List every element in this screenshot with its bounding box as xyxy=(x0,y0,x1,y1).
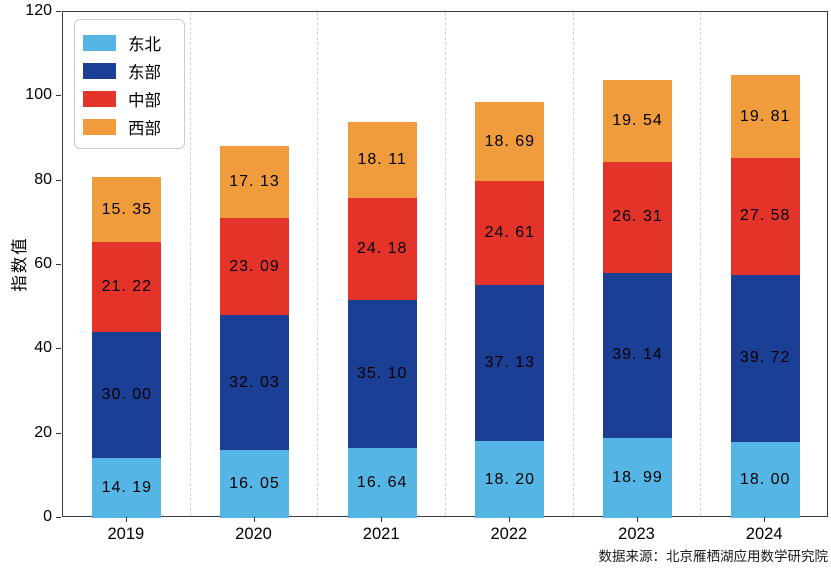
legend-item-northeast: 东北 xyxy=(83,29,184,57)
legend-label: 西部 xyxy=(128,120,161,138)
bar-segment xyxy=(730,74,800,159)
legend-item-east: 东部 xyxy=(83,57,184,85)
bar-value-label: 35. 10 xyxy=(356,364,408,382)
bar-segment xyxy=(603,272,672,438)
y-axis-tick xyxy=(56,517,61,518)
bar-segment xyxy=(603,161,672,273)
bar-value-label: 17. 13 xyxy=(229,172,280,190)
y-tick-label: 100 xyxy=(25,86,52,104)
bar-value-label: 18. 20 xyxy=(484,470,536,488)
bar-value-label: 19. 81 xyxy=(739,107,791,125)
y-tick-label: 0 xyxy=(43,508,52,525)
bar-segment xyxy=(730,158,800,275)
bar-segment xyxy=(220,217,289,316)
bar-segment xyxy=(220,450,289,518)
legend-swatch-northeast xyxy=(83,35,116,51)
bar-segment xyxy=(475,284,545,442)
bar-segment xyxy=(220,145,289,218)
bar-value-label: 30. 00 xyxy=(101,385,153,403)
vertical-gridline xyxy=(189,12,191,516)
bar-segment xyxy=(92,242,162,332)
y-axis-tick xyxy=(56,179,61,181)
bar-value-label: 15. 35 xyxy=(101,200,153,218)
bar-value-label: 14. 19 xyxy=(101,479,153,497)
bar-value-label: 18. 00 xyxy=(739,471,791,489)
y-tick-label: 60 xyxy=(34,255,52,272)
bar-value-label: 23. 09 xyxy=(229,257,280,275)
legend-label: 中部 xyxy=(128,92,161,110)
legend-label: 东部 xyxy=(128,64,161,82)
y-axis-tick xyxy=(56,11,61,12)
x-axis-tick xyxy=(508,517,510,522)
bar-segment xyxy=(603,79,672,162)
y-tick-label: 40 xyxy=(34,339,52,357)
bar-segment xyxy=(347,299,417,448)
x-tick-label: 2022 xyxy=(490,525,528,543)
bar-segment xyxy=(92,331,162,459)
bar-value-label: 16. 64 xyxy=(356,473,408,491)
vertical-gridline xyxy=(572,12,574,516)
bar-segment xyxy=(475,180,545,285)
x-axis-tick xyxy=(381,517,383,522)
legend-label: 东北 xyxy=(128,36,161,54)
bar-segment xyxy=(347,447,417,518)
bar-segment xyxy=(347,197,417,300)
bar-segment xyxy=(220,315,289,451)
y-axis-tick xyxy=(56,264,61,265)
legend-item-central: 中部 xyxy=(83,85,184,113)
x-tick-label: 2019 xyxy=(107,525,145,543)
legend-swatch-west xyxy=(83,119,116,135)
x-axis-tick xyxy=(764,517,766,522)
bar-segment xyxy=(347,121,417,198)
bar-value-label: 18. 11 xyxy=(357,150,407,168)
x-tick-label: 2024 xyxy=(745,525,783,543)
y-axis-tick xyxy=(56,95,61,97)
bar-value-label: 24. 18 xyxy=(356,239,408,257)
y-axis-tick xyxy=(56,432,61,434)
x-tick-label: 2021 xyxy=(362,525,400,543)
bar-value-label: 27. 58 xyxy=(739,207,791,225)
bar-value-label: 24. 61 xyxy=(484,223,536,241)
bar-segment xyxy=(92,458,162,518)
bar-segment xyxy=(603,437,672,518)
bar-segment xyxy=(730,442,800,518)
bar-segment xyxy=(475,102,545,181)
bar-value-label: 37. 13 xyxy=(484,353,536,371)
bar-value-label: 19. 54 xyxy=(612,111,663,129)
legend-swatch-east xyxy=(83,63,116,79)
y-tick-label: 120 xyxy=(25,2,52,19)
y-tick-label: 80 xyxy=(34,170,52,188)
x-axis-tick xyxy=(253,517,255,522)
plot-area: 14. 19 30. 00 21. 22 15. 35 16. 05 32. 03 23. … xyxy=(62,11,828,518)
y-axis-tick xyxy=(56,348,61,350)
x-tick-label: 2023 xyxy=(618,525,655,543)
bar-value-label: 39. 72 xyxy=(739,349,791,367)
legend-item-west: 西部 xyxy=(83,113,184,141)
bar-segment xyxy=(92,177,162,243)
bar-value-label: 21. 22 xyxy=(101,277,153,295)
bar-value-label: 32. 03 xyxy=(229,373,280,391)
bar-segment xyxy=(730,274,800,443)
bar-value-label: 18. 99 xyxy=(612,468,663,486)
x-tick-label: 2020 xyxy=(235,525,272,543)
bar-segment xyxy=(475,441,545,518)
legend-swatch-central xyxy=(83,91,116,107)
x-axis-tick xyxy=(636,517,638,522)
bar-value-label: 26. 31 xyxy=(612,208,663,226)
bar-value-label: 18. 69 xyxy=(484,132,536,150)
vertical-gridline xyxy=(445,12,446,516)
legend: 东北 东部 中部 西部 xyxy=(74,19,185,149)
y-tick-label: 20 xyxy=(34,423,52,441)
bar-value-label: 16. 05 xyxy=(229,475,280,493)
vertical-gridline xyxy=(700,12,702,516)
bar-value-label: 39. 14 xyxy=(612,346,663,364)
x-axis-tick xyxy=(125,517,127,522)
vertical-gridline xyxy=(317,12,319,516)
data-source-note: 数据来源：北京雁栖湖应用数学研究院 xyxy=(598,549,829,564)
